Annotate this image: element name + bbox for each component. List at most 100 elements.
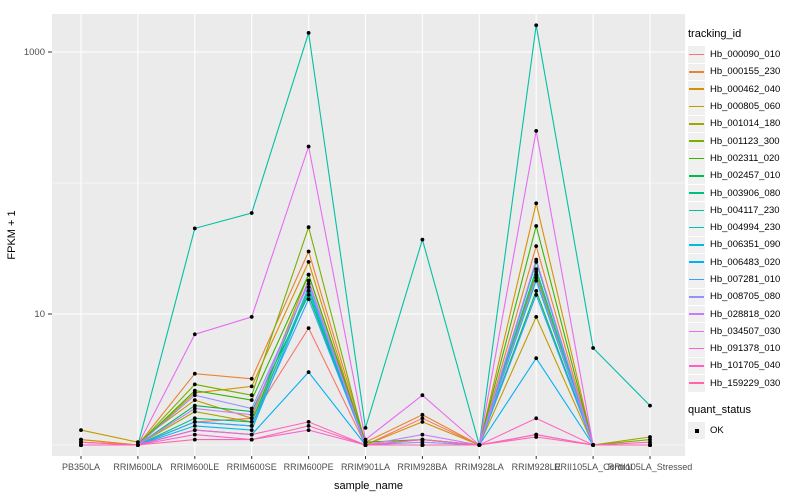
- legend-key: [688, 357, 705, 375]
- data-point: [363, 440, 368, 445]
- data-point: [249, 315, 254, 319]
- data-point: [192, 226, 197, 231]
- data-point: [249, 409, 254, 414]
- data-point: [306, 278, 311, 283]
- legend-color-line: [689, 105, 704, 108]
- data-point: [192, 428, 197, 432]
- data-point: [648, 435, 652, 439]
- legend-item-Hb_028818_020: Hb_028818_020: [688, 305, 798, 323]
- data-point: [363, 437, 368, 442]
- y-tick-label: 10: [34, 309, 45, 320]
- data-point: [591, 443, 595, 447]
- legend-point-swatch: [694, 428, 699, 433]
- legend-item-Hb_101705_040: Hb_101705_040: [688, 357, 798, 375]
- data-point: [306, 370, 311, 374]
- legend-color-line: [689, 88, 704, 91]
- legend-key: [688, 80, 705, 98]
- data-point: [306, 144, 311, 149]
- data-point: [363, 443, 368, 447]
- data-point: [534, 356, 539, 361]
- data-point: [534, 278, 539, 283]
- legend-label: Hb_001123_300: [710, 135, 780, 147]
- legend-item-Hb_007281_010: Hb_007281_010: [688, 271, 798, 288]
- legend-color-line: [689, 123, 704, 125]
- y-tick-label: 1000: [24, 47, 45, 58]
- legend-color-items: Hb_000090_010 Hb_000155_230 Hb_000462_040 H…: [688, 46, 798, 392]
- legend-key: [688, 115, 705, 133]
- legend-key: [688, 374, 705, 392]
- legend-color-line: [689, 365, 704, 367]
- data-point: [249, 384, 254, 389]
- legend-label: Hb_159229_030: [710, 377, 781, 389]
- legend-item-Hb_001014_180: Hb_001014_180: [688, 115, 798, 133]
- legend-title-tracking-id: tracking_id: [688, 28, 742, 40]
- data-point: [363, 426, 368, 430]
- data-point: [534, 315, 539, 319]
- data-point: [420, 443, 425, 447]
- data-point: [249, 211, 254, 215]
- data-point: [534, 272, 539, 277]
- legend-item-Hb_000090_010: Hb_000090_010: [688, 46, 798, 63]
- data-point: [192, 432, 197, 437]
- x-tick-label: RRIM600PE: [284, 462, 334, 472]
- x-tick-label: RRIM901LA: [341, 462, 390, 472]
- data-point: [420, 440, 425, 445]
- data-point: [192, 393, 197, 398]
- x-tick-label: RRIM928BA: [397, 462, 447, 472]
- data-point: [249, 428, 254, 432]
- legend: tracking_id Hb_000090_010 Hb_000155_230 Hb…: [688, 28, 798, 439]
- legend-key: [688, 167, 705, 185]
- data-point: [192, 382, 197, 387]
- data-point: [249, 406, 254, 411]
- data-point: [79, 437, 83, 442]
- data-point: [306, 281, 311, 286]
- legend-item-Hb_002311_020: Hb_002311_020: [688, 150, 798, 167]
- legend-label: Hb_004994_230: [710, 222, 781, 234]
- legend-key: [688, 236, 705, 254]
- legend-label: Hb_006483_020: [710, 256, 781, 268]
- data-point: [306, 326, 311, 330]
- data-point: [192, 398, 197, 402]
- data-point: [648, 437, 652, 442]
- legend-item-Hb_002457_010: Hb_002457_010: [688, 167, 798, 185]
- data-point: [192, 424, 197, 428]
- legend-item-Hb_159229_030: Hb_159229_030: [688, 374, 798, 392]
- data-point: [192, 403, 197, 408]
- data-point: [192, 420, 197, 424]
- x-tick-label: RRIM928LA: [455, 462, 504, 472]
- data-point: [477, 443, 482, 447]
- x-tick-label: RRIM600LE: [170, 462, 219, 472]
- legend-key: [688, 340, 705, 357]
- x-tick-label: RRIM928LE: [512, 462, 561, 472]
- legend-label: Hb_000805_060: [710, 101, 781, 113]
- data-point: [79, 443, 83, 447]
- data-point: [136, 440, 140, 445]
- data-point: [249, 420, 254, 424]
- legend-key: [688, 202, 705, 219]
- y-axis-title: FPKM + 1: [6, 210, 18, 259]
- data-point: [249, 416, 254, 421]
- legend-item-Hb_001123_300: Hb_001123_300: [688, 132, 798, 150]
- legend-color-line: [689, 278, 704, 281]
- data-point: [534, 201, 539, 206]
- data-point: [249, 432, 254, 437]
- legend-item-Hb_008705_080: Hb_008705_080: [688, 288, 798, 306]
- data-point: [136, 443, 140, 447]
- legend-label: Hb_000155_230: [710, 66, 781, 78]
- data-point: [534, 224, 539, 228]
- legend-key: [688, 98, 705, 115]
- legend-key: [688, 184, 705, 202]
- data-point: [306, 420, 311, 424]
- legend-color-line: [689, 157, 704, 160]
- legend-color-line: [689, 140, 704, 142]
- legend-key: [688, 46, 705, 63]
- legend-color-line: [689, 261, 704, 263]
- legend-item-Hb_000805_060: Hb_000805_060: [688, 98, 798, 115]
- legend-label: Hb_034507_030: [710, 325, 781, 337]
- x-axis-title: sample_name: [334, 480, 403, 492]
- legend-color-line: [689, 209, 704, 212]
- legend-title-quant-status: quant_status: [688, 403, 751, 416]
- legend-label: Hb_101705_040: [710, 360, 781, 372]
- legend-item-Hb_091378_010: Hb_091378_010: [688, 340, 798, 357]
